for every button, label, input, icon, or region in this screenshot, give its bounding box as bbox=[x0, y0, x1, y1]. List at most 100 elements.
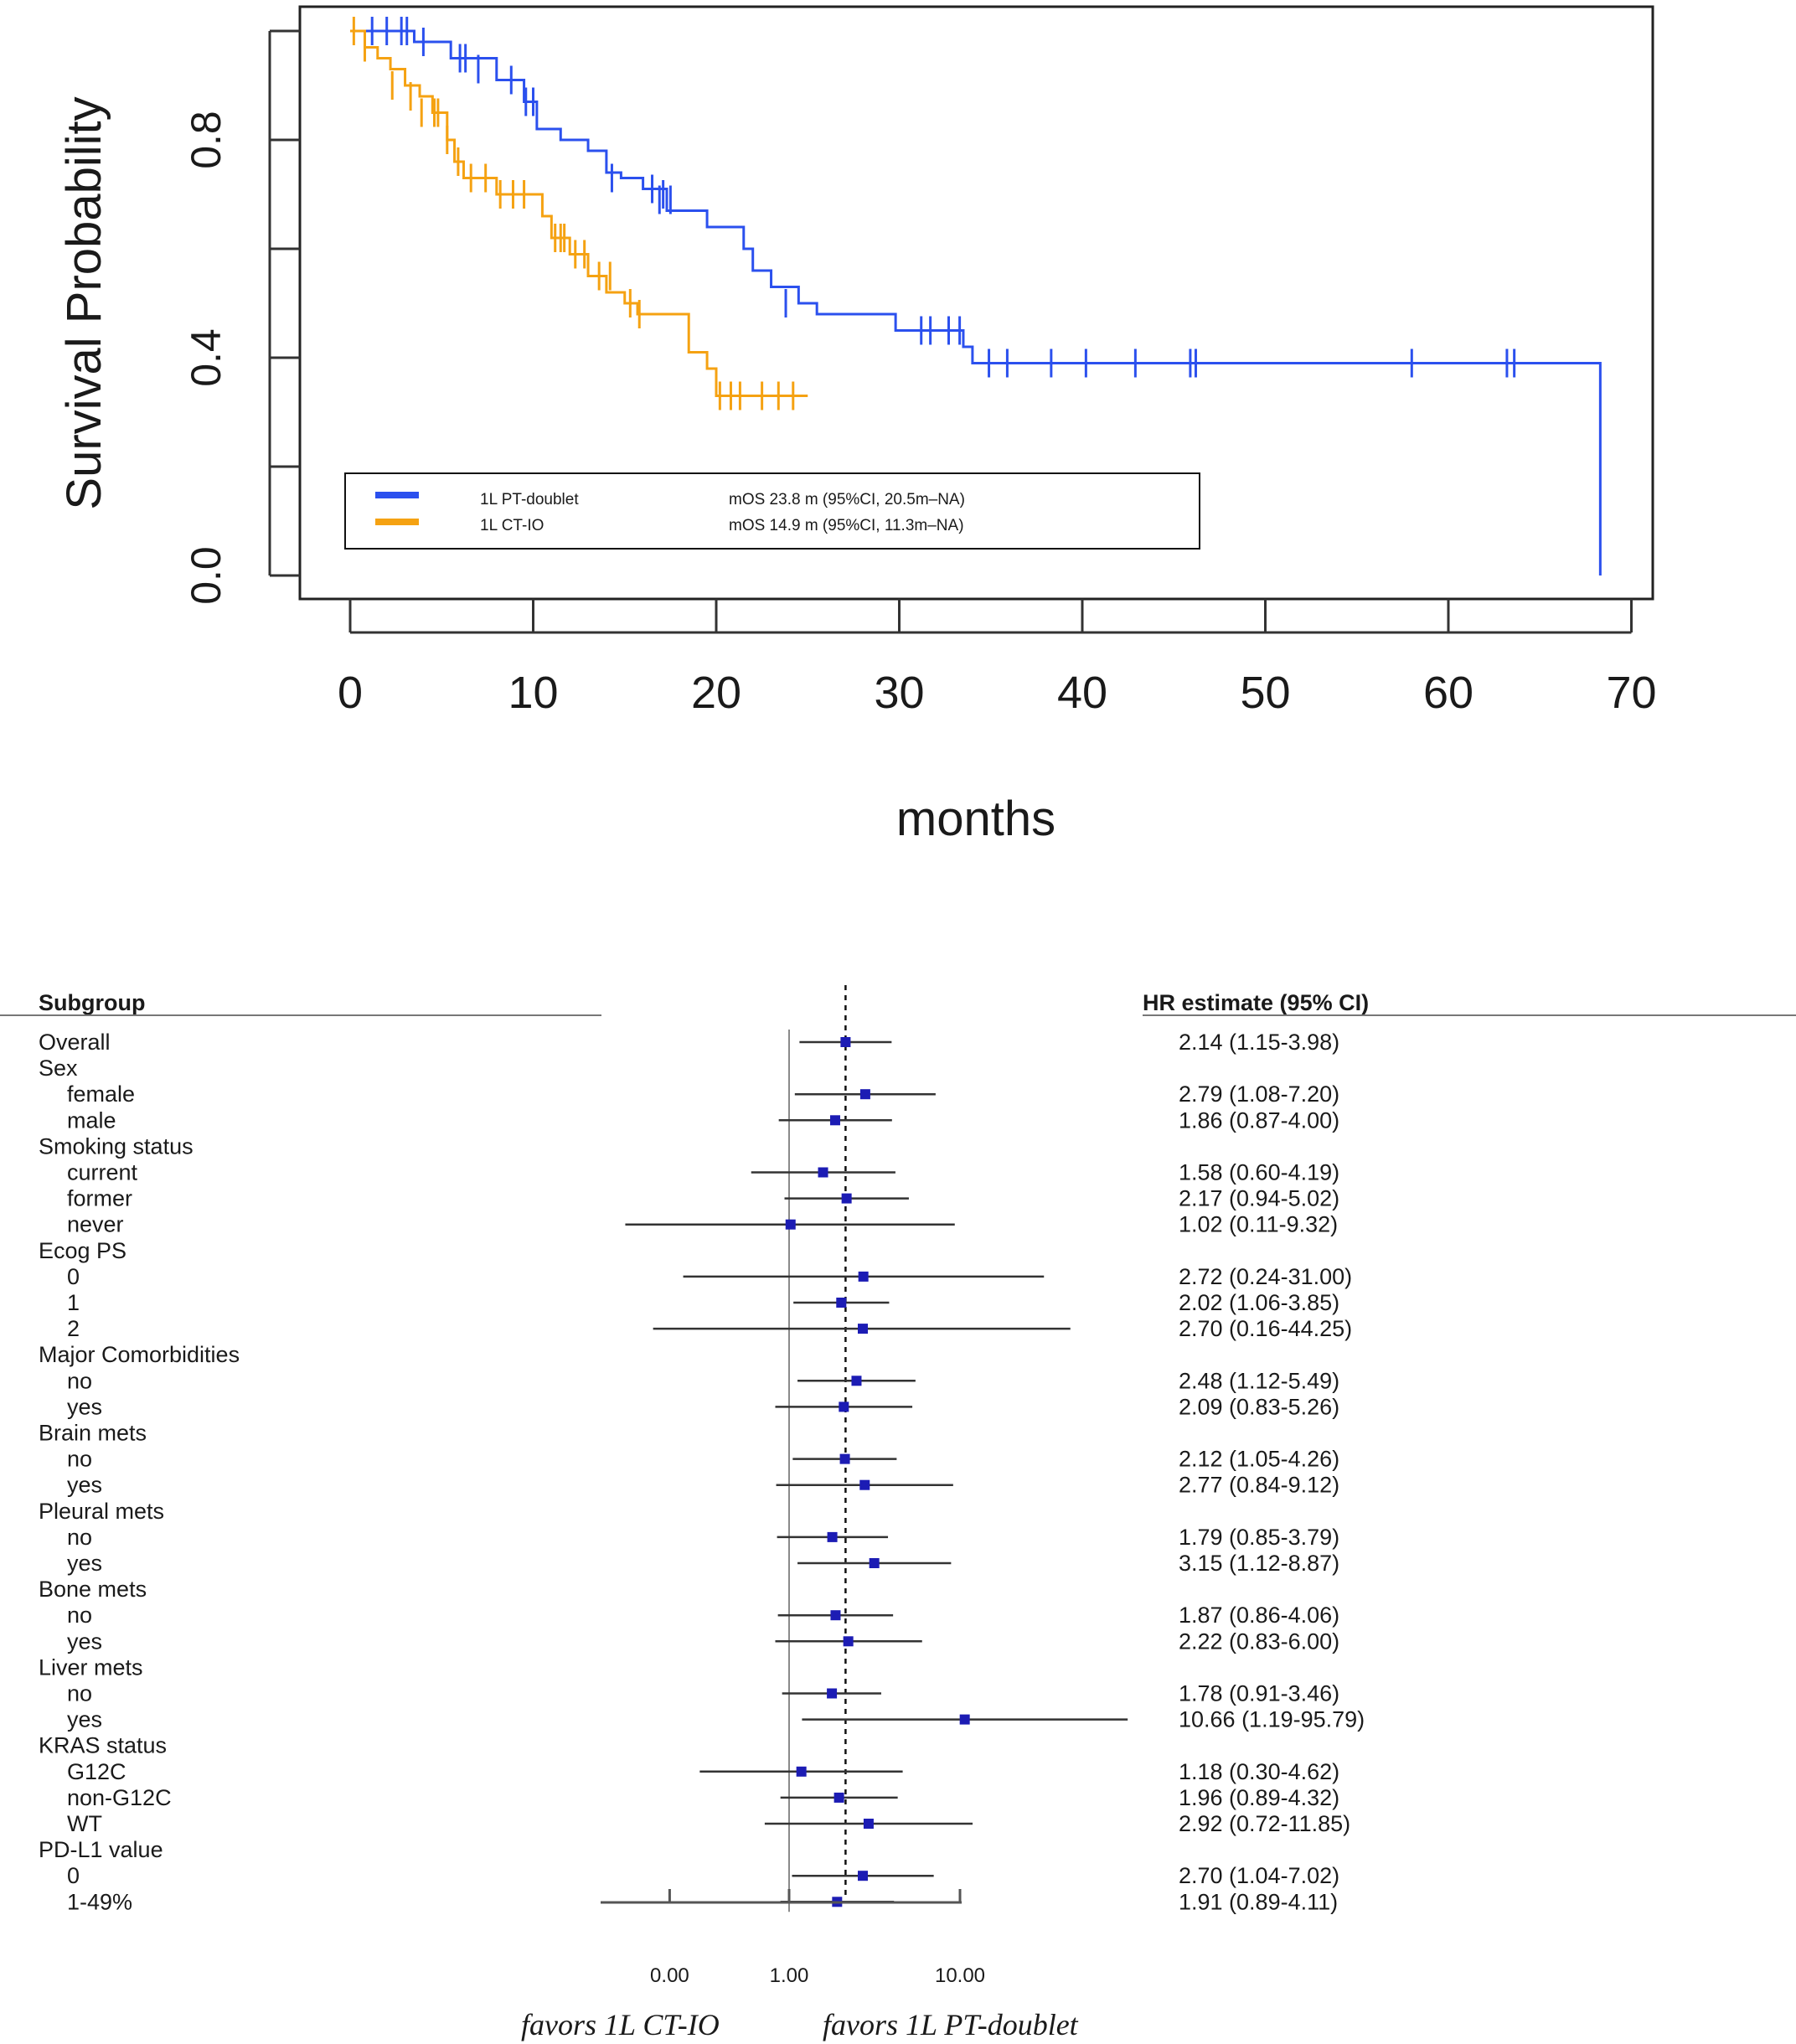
forest-hr-marker bbox=[839, 1453, 850, 1464]
forest-hr-marker bbox=[859, 1479, 870, 1490]
forest-row-label: Sex bbox=[39, 1056, 78, 1081]
forest-hr-marker bbox=[843, 1636, 854, 1647]
forest-hr-marker bbox=[858, 1271, 869, 1282]
forest-row-no: no 1.87 (0.86-4.06) bbox=[67, 1603, 1339, 1628]
km-curves bbox=[350, 17, 1602, 576]
km-x-tick-label: 10 bbox=[508, 668, 558, 718]
km-plot-frame bbox=[298, 5, 1654, 601]
forest-row-pd-l1-value: PD-L1 value bbox=[39, 1837, 163, 1862]
forest-row-label: never bbox=[67, 1212, 124, 1237]
forest-row-male: male 1.86 (0.87-4.00) bbox=[67, 1107, 1339, 1133]
forest-row-label: KRAS status bbox=[39, 1733, 167, 1758]
forest-hr-value: 2.92 (0.72-11.85) bbox=[1179, 1811, 1350, 1836]
km-y-axis-label: Survival Probability bbox=[57, 96, 111, 509]
forest-hr-header: HR estimate (95% CI) bbox=[1143, 990, 1369, 1015]
forest-row-label: yes bbox=[67, 1473, 102, 1498]
forest-row-label: no bbox=[67, 1603, 92, 1628]
forest-row-no: no 1.79 (0.85-3.79) bbox=[67, 1525, 1339, 1550]
forest-row-2: 2 2.70 (0.16-44.25) bbox=[67, 1316, 1352, 1341]
forest-hr-value: 1.58 (0.60-4.19) bbox=[1179, 1160, 1339, 1185]
forest-row-label: yes bbox=[67, 1628, 102, 1654]
forest-row-yes: yes 10.66 (1.19-95.79) bbox=[67, 1707, 1365, 1732]
forest-row-label: 1 bbox=[67, 1290, 80, 1315]
forest-row-sex: Sex bbox=[39, 1056, 78, 1081]
forest-hr-marker bbox=[827, 1531, 838, 1542]
forest-row-overall: Overall 2.14 (1.15-3.98) bbox=[39, 1030, 1339, 1055]
forest-row-yes: yes 2.09 (0.83-5.26) bbox=[67, 1394, 1339, 1419]
forest-hr-value: 2.02 (1.06-3.85) bbox=[1179, 1290, 1339, 1315]
forest-hr-marker bbox=[796, 1766, 807, 1777]
forest-hr-marker bbox=[859, 1089, 870, 1100]
forest-row-no: no 2.12 (1.05-4.26) bbox=[67, 1447, 1339, 1472]
km-x-tick-label: 60 bbox=[1423, 668, 1473, 718]
forest-row-label: no bbox=[67, 1681, 92, 1706]
forest-hr-value: 2.09 (0.83-5.26) bbox=[1179, 1394, 1339, 1419]
forest-hr-value: 1.87 (0.86-4.06) bbox=[1179, 1603, 1339, 1628]
forest-hr-marker bbox=[851, 1376, 862, 1386]
forest-panel: Subgroup HR estimate (95% CI) Overall 2.1… bbox=[0, 985, 1796, 2041]
forest-hr-marker bbox=[863, 1819, 874, 1829]
forest-row-label: WT bbox=[67, 1811, 102, 1836]
forest-hr-marker bbox=[829, 1115, 840, 1126]
forest-hr-value: 1.78 (0.91-3.46) bbox=[1179, 1681, 1339, 1706]
forest-row-g12c: G12C 1.18 (0.30-4.62) bbox=[67, 1759, 1339, 1784]
km-y-tick-label: 0.8 bbox=[183, 111, 230, 169]
km-curve-1l-pt-doublet bbox=[350, 29, 1602, 576]
forest-row-label: Overall bbox=[39, 1030, 111, 1055]
forest-row-label: no bbox=[67, 1368, 92, 1393]
forest-hr-value: 3.15 (1.12-8.87) bbox=[1179, 1551, 1339, 1576]
forest-row-label: current bbox=[67, 1160, 138, 1185]
forest-hr-value: 2.12 (1.05-4.26) bbox=[1179, 1447, 1339, 1472]
km-series-1l-ct-io bbox=[350, 17, 808, 410]
forest-hr-value: 1.79 (0.85-3.79) bbox=[1179, 1525, 1339, 1550]
forest-row-label: Liver mets bbox=[39, 1654, 143, 1680]
forest-row-label: female bbox=[67, 1081, 135, 1107]
forest-row-label: PD-L1 value bbox=[39, 1837, 163, 1862]
forest-row-label: former bbox=[67, 1186, 132, 1211]
forest-subgroup-header: Subgroup bbox=[39, 990, 145, 1015]
forest-hr-marker bbox=[840, 1037, 851, 1047]
forest-hr-value: 1.96 (0.89-4.32) bbox=[1179, 1785, 1339, 1810]
forest-axis-tick-label: 0.00 bbox=[650, 1964, 689, 1987]
forest-hr-marker bbox=[827, 1688, 838, 1699]
forest-row-label: no bbox=[67, 1525, 92, 1550]
forest-row-label: no bbox=[67, 1447, 92, 1472]
forest-row-yes: yes 3.15 (1.12-8.87) bbox=[67, 1551, 1339, 1576]
forest-row-label: yes bbox=[67, 1707, 102, 1732]
forest-row-current: current 1.58 (0.60-4.19) bbox=[67, 1160, 1339, 1185]
forest-row-0: 0 2.70 (1.04-7.02) bbox=[67, 1863, 1339, 1888]
forest-hr-marker bbox=[841, 1193, 852, 1204]
forest-hr-marker bbox=[833, 1792, 844, 1803]
km-y-tick-label: 0.4 bbox=[183, 328, 230, 387]
forest-row-label: Brain mets bbox=[39, 1421, 147, 1446]
forest-row-major-comorbidities: Major Comorbidities bbox=[39, 1342, 240, 1367]
forest-axis-tick-label: 1.00 bbox=[770, 1964, 809, 1987]
forest-row-label: Bone mets bbox=[39, 1577, 147, 1602]
forest-row-label: Smoking status bbox=[39, 1133, 194, 1159]
forest-hr-marker bbox=[830, 1610, 841, 1621]
forest-row-label: Major Comorbidities bbox=[39, 1342, 240, 1367]
forest-row-label: yes bbox=[67, 1551, 102, 1576]
forest-row-label: male bbox=[67, 1107, 116, 1133]
forest-hr-value: 2.70 (1.04-7.02) bbox=[1179, 1863, 1339, 1888]
forest-hr-value: 1.18 (0.30-4.62) bbox=[1179, 1759, 1339, 1784]
km-x-tick-label: 30 bbox=[874, 668, 924, 718]
forest-axis-tick-label: 10.00 bbox=[935, 1964, 985, 1987]
km-series-1l-pt-doublet bbox=[350, 17, 1602, 576]
forest-hr-value: 10.66 (1.19-95.79) bbox=[1179, 1707, 1365, 1732]
forest-row-former: former 2.17 (0.94-5.02) bbox=[67, 1186, 1339, 1211]
forest-reference-lines bbox=[788, 985, 847, 1912]
km-y-axis: 0.0 0.4 0.8 bbox=[183, 29, 300, 605]
forest-row-no: no 2.48 (1.12-5.49) bbox=[67, 1368, 1339, 1393]
forest-row-label: Ecog PS bbox=[39, 1238, 126, 1263]
favors-right-label: favors 1L PT-doublet bbox=[823, 2008, 1079, 2041]
forest-row-yes: yes 2.77 (0.84-9.12) bbox=[67, 1473, 1339, 1498]
km-x-axis: 0 10 20 30 40 50 60 70 bbox=[338, 599, 1657, 718]
forest-row-ecog-ps: Ecog PS bbox=[39, 1238, 126, 1263]
forest-row-yes: yes 2.22 (0.83-6.00) bbox=[67, 1628, 1339, 1654]
forest-row-label: non-G12C bbox=[67, 1785, 172, 1810]
forest-row-female: female 2.79 (1.08-7.20) bbox=[67, 1081, 1339, 1107]
forest-hr-marker bbox=[839, 1401, 849, 1412]
